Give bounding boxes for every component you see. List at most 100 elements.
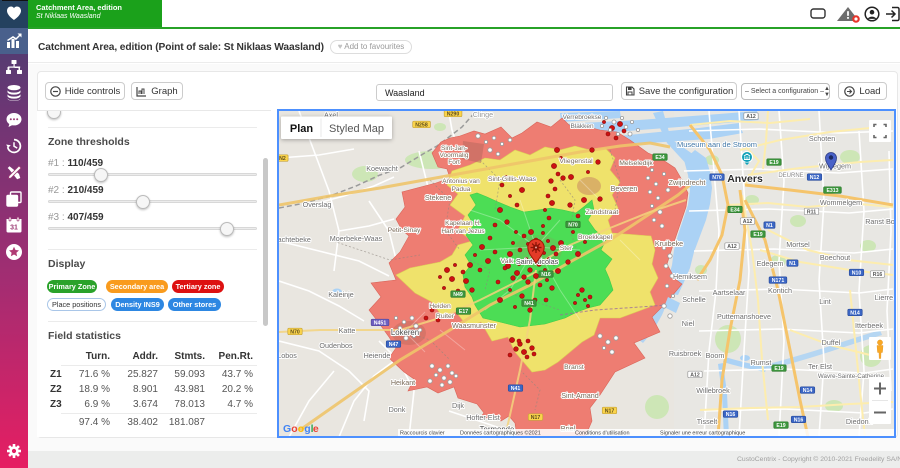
svg-text:Sint-Gillis-Waas: Sint-Gillis-Waas <box>488 176 537 183</box>
svg-text:Willebroek: Willebroek <box>696 386 730 395</box>
svg-text:Itterbeek: Itterbeek <box>855 321 883 330</box>
svg-text:Ruiter: Ruiter <box>436 313 455 320</box>
svg-text:Signaler une erreur cartograph: Signaler une erreur cartographique <box>660 431 745 437</box>
svg-text:N1: N1 <box>789 261 796 267</box>
svg-text:e: e <box>313 423 319 435</box>
svg-text:Puttemanshoeve: Puttemanshoeve <box>717 312 771 321</box>
svg-text:Schoten: Schoten <box>809 134 835 143</box>
svg-text:Wijnegem: Wijnegem <box>819 162 851 171</box>
svg-text:Kaleinje: Kaleinje <box>328 290 354 299</box>
svg-text:Hart van Jezus: Hart van Jezus <box>441 228 485 235</box>
svg-text:Oudenbos: Oudenbos <box>319 341 353 350</box>
svg-text:Kontich: Kontich <box>768 286 792 295</box>
svg-text:N70: N70 <box>712 175 722 181</box>
svg-text:Dijk: Dijk <box>452 401 464 410</box>
svg-text:Sint-Amand: Sint-Amand <box>561 391 599 400</box>
svg-text:Voormalig: Voormalig <box>440 152 469 159</box>
svg-text:Wommelgem: Wommelgem <box>820 198 862 207</box>
svg-text:E19: E19 <box>776 423 785 429</box>
svg-text:Ster: Ster <box>560 245 573 252</box>
svg-text:A12: A12 <box>746 114 756 120</box>
svg-text:Melseledijk: Melseledijk <box>619 160 653 167</box>
svg-text:Katte: Katte <box>339 326 356 335</box>
svg-text:Wachtebeke: Wachtebeke <box>279 235 311 244</box>
svg-text:G: G <box>283 423 291 435</box>
svg-text:A12: A12 <box>743 219 753 225</box>
svg-text:Rumst: Rumst <box>751 358 772 367</box>
svg-text:Plan: Plan <box>290 123 314 135</box>
svg-text:Conditions d'utilisation: Conditions d'utilisation <box>575 431 630 437</box>
svg-text:Niel: Niel <box>682 319 695 328</box>
svg-text:Heiende: Heiende <box>364 351 391 360</box>
svg-text:N17: N17 <box>605 409 615 415</box>
svg-text:N49: N49 <box>453 292 463 298</box>
svg-text:E313: E313 <box>826 188 838 194</box>
svg-text:o: o <box>291 423 297 435</box>
svg-text:Valk: Valk <box>501 258 514 265</box>
svg-text:N70: N70 <box>568 223 578 229</box>
svg-text:A12: A12 <box>690 373 700 379</box>
svg-text:N17: N17 <box>531 415 541 421</box>
svg-text:N16: N16 <box>794 418 804 424</box>
svg-text:Fort: Fort <box>448 159 460 166</box>
svg-text:Données cartographiques ©2021: Données cartographiques ©2021 <box>460 430 541 437</box>
svg-text:Hemiksem: Hemiksem <box>673 272 707 281</box>
svg-text:Styled Map: Styled Map <box>329 123 384 135</box>
svg-text:Duffel: Duffel <box>822 338 841 347</box>
svg-text:Tisselt: Tisselt <box>697 417 718 426</box>
svg-text:E17: E17 <box>459 309 468 315</box>
svg-text:N171: N171 <box>772 278 785 284</box>
svg-text:Clinge: Clinge <box>473 111 493 119</box>
svg-text:o: o <box>298 423 304 435</box>
svg-text:N10: N10 <box>852 271 862 277</box>
svg-text:Branst: Branst <box>564 364 584 371</box>
svg-text:Ranst Bo: Ranst Bo <box>865 217 894 226</box>
svg-text:Donk: Donk <box>389 405 406 414</box>
svg-text:Schelle: Schelle <box>682 295 706 304</box>
svg-text:l: l <box>311 423 314 435</box>
svg-text:N41: N41 <box>511 386 521 392</box>
svg-text:N258: N258 <box>415 123 428 129</box>
svg-text:R16: R16 <box>873 272 883 278</box>
svg-text:Antonius van: Antonius van <box>442 178 480 185</box>
svg-text:N2: N2 <box>279 156 286 162</box>
svg-text:N41: N41 <box>524 301 534 307</box>
svg-text:DEURNE: DEURNE <box>778 173 803 179</box>
svg-text:Overslag: Overslag <box>303 200 332 209</box>
svg-text:Moerbeke-Waas: Moerbeke-Waas <box>330 234 383 243</box>
svg-text:Briel: Briel <box>561 424 576 433</box>
svg-text:Axel: Axel <box>324 111 338 120</box>
svg-text:Heikant: Heikant <box>391 378 415 387</box>
svg-text:Waasmunster: Waasmunster <box>452 321 497 330</box>
svg-text:Lokeren: Lokeren <box>391 328 419 337</box>
svg-text:Kapelaan H.: Kapelaan H. <box>445 220 481 227</box>
svg-text:Heiden: Heiden <box>429 303 451 310</box>
svg-text:Koewacht: Koewacht <box>366 164 398 173</box>
svg-text:N47: N47 <box>389 342 399 348</box>
svg-text:E19: E19 <box>769 160 778 166</box>
svg-text:Zwijndrecht: Zwijndrecht <box>669 178 706 187</box>
svg-text:Wavre-Sainte-Catherine: Wavre-Sainte-Catherine <box>818 373 885 380</box>
svg-text:Edegem: Edegem <box>757 259 784 268</box>
svg-text:Ruisbroek: Ruisbroek <box>669 349 702 358</box>
svg-text:N16: N16 <box>541 272 551 278</box>
svg-text:N70: N70 <box>290 330 300 336</box>
svg-text:Verrebroekse: Verrebroekse <box>563 114 602 121</box>
svg-text:Museum aan de Stroom: Museum aan de Stroom <box>677 140 757 149</box>
svg-text:N1: N1 <box>766 223 773 229</box>
svg-text:Broekkapel: Broekkapel <box>578 234 612 241</box>
svg-text:E34: E34 <box>730 208 739 214</box>
svg-text:Sint-Jan-: Sint-Jan- <box>441 145 467 152</box>
svg-text:E34: E34 <box>655 155 664 161</box>
svg-text:Aartselaar: Aartselaar <box>713 288 746 297</box>
svg-text:R11: R11 <box>807 210 816 216</box>
svg-text:g: g <box>304 423 310 435</box>
svg-text:N16: N16 <box>726 412 736 418</box>
svg-text:N14: N14 <box>803 388 813 394</box>
svg-text:Petit-Sinay: Petit-Sinay <box>388 227 421 234</box>
svg-text:Lobos: Lobos <box>279 351 297 360</box>
svg-text:31: 31 <box>10 225 18 232</box>
svg-text:Padua: Padua <box>452 186 471 193</box>
svg-text:E19: E19 <box>774 366 783 372</box>
svg-text:N451: N451 <box>374 321 387 327</box>
